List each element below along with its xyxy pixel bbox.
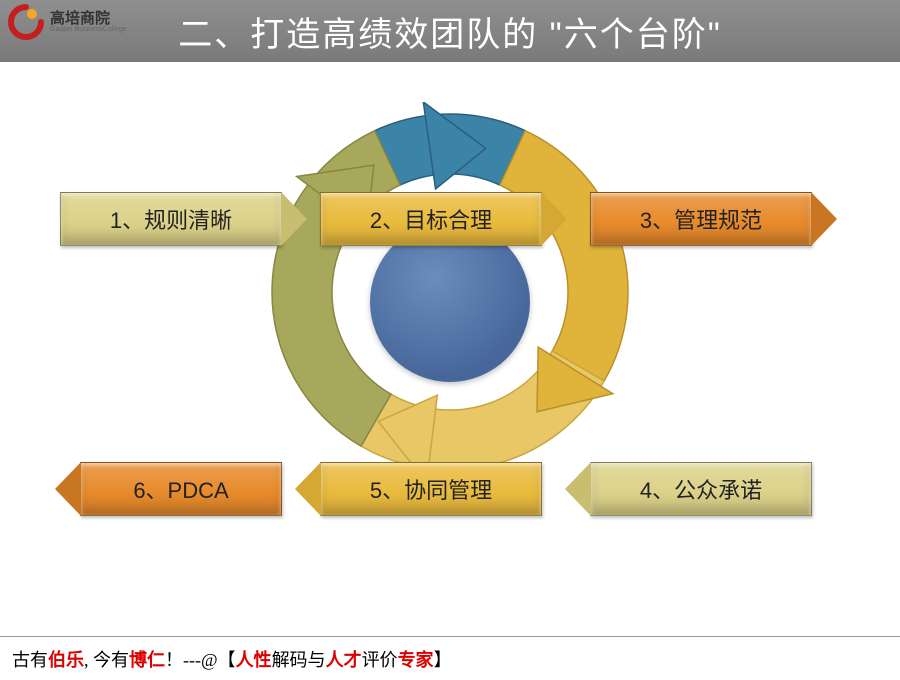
step-label: 1、规则清晰 [110, 203, 232, 235]
footer-part: 人才 [326, 646, 362, 672]
footer-part: 伯乐 [48, 646, 84, 672]
logo-mark-icon [8, 4, 44, 40]
logo-text-en: Gaopei BusinessCollege [50, 26, 127, 33]
step-1: 1、规则清晰 [60, 192, 282, 246]
page-title: 二、打造高绩效团队的 "六个台阶" [178, 7, 722, 56]
step-6: 6、PDCA [80, 462, 282, 516]
step-3: 3、管理规范 [590, 192, 812, 246]
logo-text-cn: 高培商院 [50, 11, 127, 26]
footer-part: 评价 [362, 646, 398, 672]
center-circle [370, 222, 530, 382]
footer-part: ！---@【 [165, 646, 236, 672]
footer-part: 解码与 [272, 646, 326, 672]
step-4: 4、公众承诺 [590, 462, 812, 516]
footer-part: 人性 [236, 646, 272, 672]
logo: 高培商院 Gaopei BusinessCollege [8, 4, 127, 40]
step-label: 5、协同管理 [370, 473, 492, 505]
footer-part: 博仁 [129, 646, 165, 672]
step-5: 5、协同管理 [320, 462, 542, 516]
step-label: 6、PDCA [133, 473, 228, 505]
footer-part: 专家 [398, 646, 434, 672]
header-bar: 二、打造高绩效团队的 "六个台阶" [0, 0, 900, 62]
diagram-stage: 1、规则清晰 2、目标合理 3、管理规范 4、公众承诺 5、协同管理 6、PDCA [0, 62, 900, 622]
footer-part: 】 [434, 646, 452, 672]
step-label: 2、目标合理 [370, 203, 492, 235]
footer-tagline: 古有伯乐, 今有博仁！---@【人性解码与人才评价专家】 [0, 636, 900, 680]
step-label: 3、管理规范 [640, 203, 762, 235]
step-label: 4、公众承诺 [640, 473, 762, 505]
footer-part: 古有 [12, 646, 48, 672]
footer-part: , 今有 [84, 646, 129, 672]
step-2: 2、目标合理 [320, 192, 542, 246]
